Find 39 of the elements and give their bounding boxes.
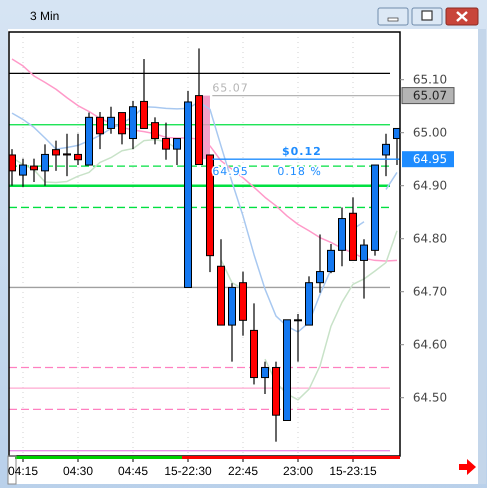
annotation: $0.12 (282, 145, 322, 158)
candlestick (19, 158, 27, 188)
x-tick-label: 15-22:30 (164, 464, 212, 478)
x-tick-label: 04:30 (62, 464, 94, 478)
y-tick-label: 64.70 (412, 284, 448, 299)
candlestick (63, 133, 71, 177)
ref-line-label: 65.07 (412, 88, 448, 103)
annotation: 0.18 % (277, 165, 322, 178)
candlestick (327, 243, 335, 274)
candlestick (162, 122, 170, 160)
y-tick-label: 64.90 (412, 178, 448, 193)
candlestick (107, 106, 115, 134)
chart-title: 3 Min (30, 9, 60, 23)
x-tick-label: 22:45 (228, 464, 258, 478)
candlestick (96, 111, 104, 150)
x-tick-label: 04:15 (8, 464, 38, 478)
candlestick (294, 313, 302, 362)
line-series (11, 58, 398, 262)
candlestick (316, 234, 324, 294)
candlestick (360, 238, 368, 300)
x-tick-label: 23:00 (282, 464, 314, 478)
ref-line-label: 64.95 (412, 152, 448, 166)
candlestick (261, 361, 269, 395)
y-tick-label: 64.60 (412, 338, 448, 352)
candlestick (382, 133, 390, 177)
annotation: 65.07 (212, 82, 249, 95)
candlestick (118, 112, 126, 145)
candlestick (52, 140, 60, 172)
x-tick-label: 04:45 (118, 464, 148, 478)
candlestick (74, 133, 82, 166)
y-tick-label: 65.00 (412, 126, 448, 140)
candlestick (173, 138, 181, 166)
y-tick-label: 65.10 (412, 72, 448, 87)
candlestick (151, 116, 159, 145)
y-tick-label: 64.80 (412, 232, 448, 246)
x-tick-label: 15-23:15 (329, 464, 378, 478)
candlestick (41, 144, 49, 186)
candlestick (30, 158, 38, 183)
y-tick-label: 64.50 (412, 390, 448, 405)
